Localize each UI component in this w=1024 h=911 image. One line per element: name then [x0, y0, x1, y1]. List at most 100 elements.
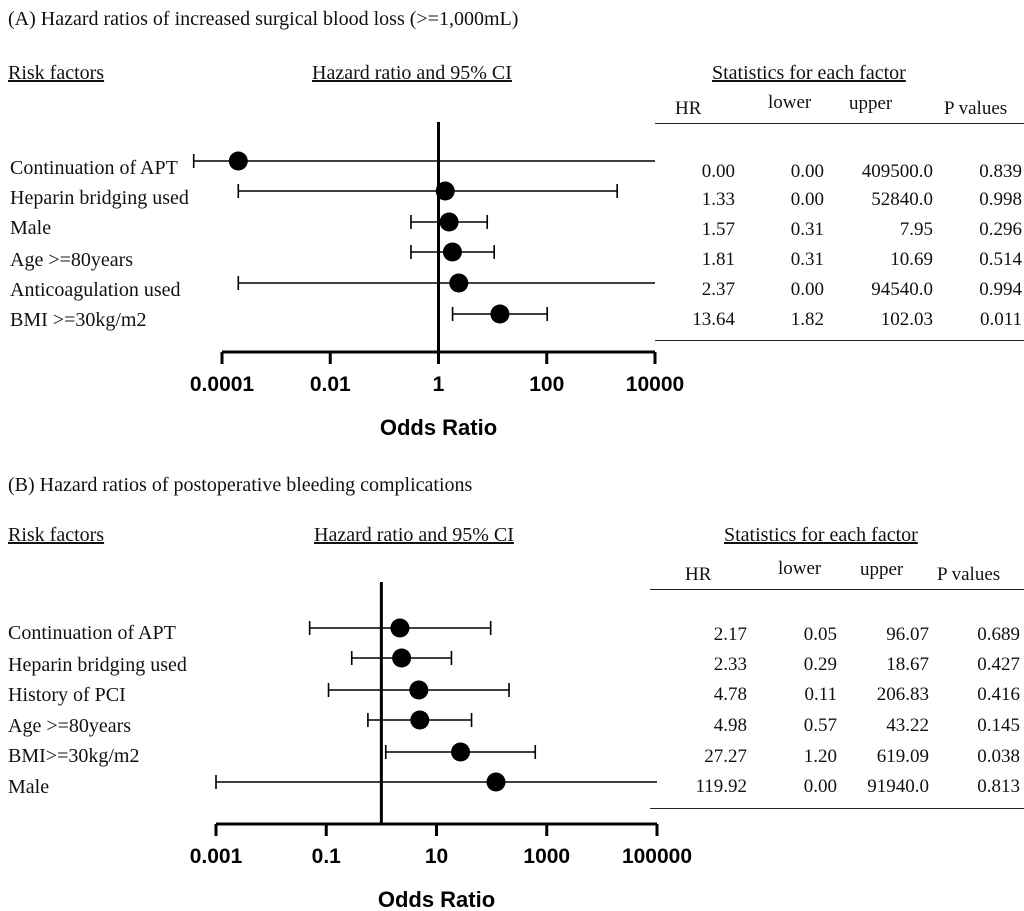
hr-point: [442, 242, 462, 262]
stat-hr: 4.98: [713, 715, 747, 736]
stat-lower: 0.00: [790, 161, 824, 182]
stats-header: Statistics for each factor: [712, 62, 906, 84]
stat-upper: 91940.0: [867, 776, 929, 797]
stat-lower: 0.31: [790, 219, 824, 240]
col-lower-header: lower: [768, 92, 812, 113]
hr-point: [409, 680, 429, 700]
row-label: BMI >=30kg/m2: [10, 309, 147, 331]
stat-p: 0.296: [979, 219, 1022, 240]
stat-hr: 4.78: [713, 684, 747, 705]
x-tick-label: 10: [425, 845, 448, 868]
row-label: Age >=80years: [8, 715, 132, 737]
row-label: Heparin bridging used: [8, 654, 187, 676]
col-upper-header: upper: [849, 93, 893, 114]
stat-upper: 619.09: [876, 746, 929, 767]
col-p-header: P values: [937, 564, 1001, 585]
risk-factors-header: Risk factors: [8, 524, 105, 546]
row-label: Heparin bridging used: [10, 187, 189, 209]
col-lower-header: lower: [778, 558, 822, 579]
stat-p: 0.813: [977, 776, 1020, 797]
x-tick-label: 0.01: [310, 373, 351, 396]
col-hr-header: HR: [675, 98, 702, 119]
row-label: Continuation of APT: [10, 157, 178, 179]
stat-upper: 52840.0: [871, 189, 933, 210]
stat-hr: 2.37: [701, 279, 735, 300]
stat-upper: 7.95: [899, 219, 933, 240]
stat-lower: 0.00: [790, 279, 824, 300]
table-top-rule: [655, 123, 1024, 124]
row-label: Male: [10, 217, 52, 239]
table-bottom-rule: [655, 340, 1024, 341]
stat-p: 0.998: [979, 189, 1022, 210]
row-label: BMI>=30kg/m2: [8, 745, 140, 767]
stat-lower: 0.29: [803, 654, 837, 675]
hr-point: [490, 304, 510, 324]
stat-lower: 1.20: [803, 746, 837, 767]
x-tick-label: 100000: [622, 845, 692, 868]
panel-title: (A) Hazard ratios of increased surgical …: [8, 8, 519, 30]
x-axis-label: Odds Ratio: [378, 887, 495, 911]
panel-b: (B) Hazard ratios of postoperative bleed…: [0, 462, 1024, 911]
hr-point: [390, 618, 410, 638]
stat-upper: 409500.0: [861, 161, 933, 182]
risk-factors-header: Risk factors: [8, 62, 105, 84]
plot-header: Hazard ratio and 95% CI: [314, 524, 514, 546]
stat-p: 0.145: [977, 715, 1020, 736]
x-tick-label: 1000: [523, 845, 570, 868]
stat-p: 0.514: [979, 249, 1022, 270]
row-label: History of PCI: [8, 684, 126, 706]
stats-header: Statistics for each factor: [724, 524, 918, 546]
hr-point: [410, 710, 430, 730]
stat-hr: 2.17: [713, 624, 747, 645]
col-hr-header: HR: [685, 564, 712, 585]
x-axis-label: Odds Ratio: [380, 415, 497, 440]
stat-lower: 0.11: [804, 684, 837, 705]
stat-upper: 10.69: [890, 249, 933, 270]
stat-p: 0.994: [979, 279, 1022, 300]
panel-a: (A) Hazard ratios of increased surgical …: [0, 0, 1024, 455]
stat-hr: 1.81: [701, 249, 735, 270]
table-bottom-rule: [650, 808, 1024, 809]
stat-upper: 43.22: [886, 715, 929, 736]
row-label: Male: [8, 776, 50, 798]
stat-p: 0.427: [977, 654, 1020, 675]
hr-point: [392, 648, 412, 668]
stat-lower: 0.00: [790, 189, 824, 210]
col-upper-header: upper: [860, 559, 904, 580]
stat-lower: 0.31: [790, 249, 824, 270]
hr-point: [486, 772, 506, 792]
stat-p: 0.839: [979, 161, 1022, 182]
row-label: Anticoagulation used: [10, 279, 181, 301]
hr-point: [439, 212, 459, 232]
row-label: Continuation of APT: [8, 622, 176, 644]
hr-point: [435, 181, 455, 201]
stat-hr: 1.33: [701, 189, 735, 210]
forest-plot-b: 0.001 0.1 10 1000 100000 Odds Ratio: [190, 582, 692, 911]
stat-upper: 94540.0: [871, 279, 933, 300]
stat-upper: 206.83: [876, 684, 929, 705]
stat-hr: 119.92: [695, 776, 747, 797]
x-tick-label: 100: [529, 373, 564, 396]
hr-point: [451, 742, 471, 762]
stat-p: 0.416: [977, 684, 1020, 705]
forest-plot-a: 0.0001 0.01 1 100 10000 Odds Ratio: [190, 122, 684, 440]
x-tick-label: 0.1: [312, 845, 342, 868]
stat-hr: 2.33: [713, 654, 747, 675]
stat-upper: 96.07: [886, 624, 929, 645]
hr-point: [228, 151, 248, 171]
stat-hr: 27.27: [704, 746, 747, 767]
panel-title: (B) Hazard ratios of postoperative bleed…: [8, 474, 473, 496]
stat-upper: 102.03: [880, 309, 933, 330]
stat-hr: 13.64: [692, 309, 735, 330]
x-tick-label: 1: [433, 373, 445, 396]
table-top-rule: [650, 589, 1024, 590]
x-tick-label: 0.0001: [190, 373, 255, 396]
stat-p: 0.689: [977, 624, 1020, 645]
stat-p: 0.011: [979, 309, 1022, 330]
stat-lower: 0.05: [803, 624, 837, 645]
x-tick-label: 10000: [626, 373, 684, 396]
row-label: Age >=80years: [10, 249, 134, 271]
plot-header: Hazard ratio and 95% CI: [312, 62, 512, 84]
hr-point: [449, 273, 469, 293]
col-p-header: P values: [944, 98, 1008, 119]
